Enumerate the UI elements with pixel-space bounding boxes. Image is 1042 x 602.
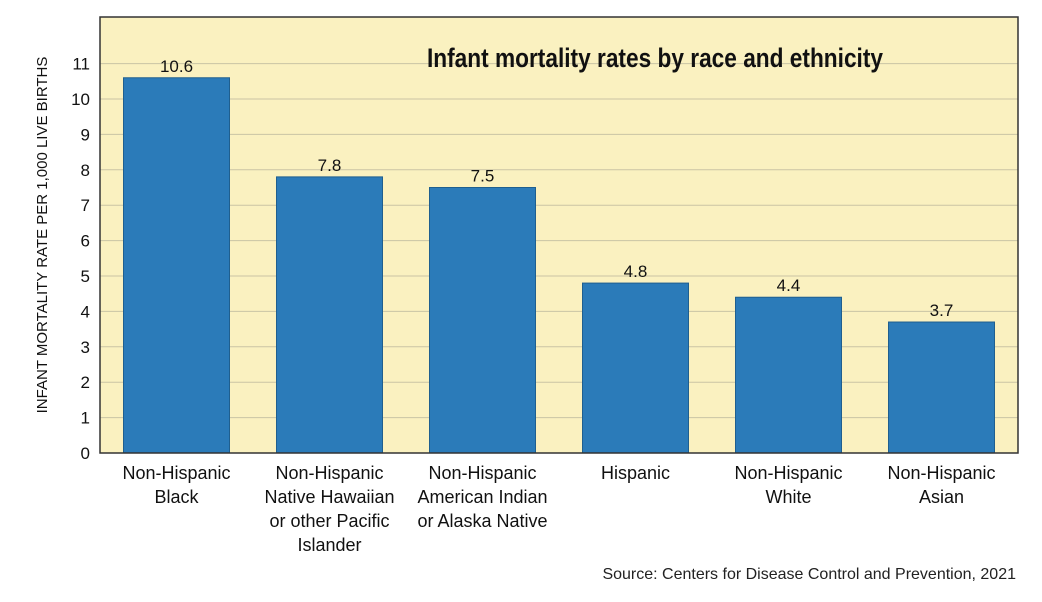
plot-background [100,17,1018,453]
y-tick-label: 11 [72,55,90,74]
data-label: 7.8 [318,156,342,175]
y-tick-labels: 0 1 2 3 4 5 6 7 8 9 10 11 [71,55,90,463]
y-tick-label: 6 [81,232,90,251]
x-tick-label: Asian [919,487,964,507]
bar [735,296,842,454]
data-label: 7.5 [471,167,495,186]
data-label: 4.4 [777,276,801,295]
source-note: Source: Centers for Disease Control and … [602,566,1016,583]
x-tick-labels: Non-Hispanic Black Non-Hispanic Native Hawa… [122,463,995,555]
grid-lines [100,63,1018,419]
data-label: 4.8 [624,262,648,281]
bar [276,176,383,454]
y-tick-label: 8 [81,161,90,180]
bars [123,77,995,454]
x-tick-label: Non-Hispanic [734,463,842,483]
x-tick-label: Non-Hispanic [887,463,995,483]
x-tick-label: or Alaska Native [417,511,547,531]
x-tick-label: Non-Hispanic [428,463,536,483]
x-tick-label: Islander [297,535,361,555]
x-tick-label: Hispanic [601,463,670,483]
data-label: 3.7 [930,301,954,320]
y-tick-label: 1 [81,409,90,428]
y-tick-label: 4 [81,302,90,321]
x-tick-label: White [765,487,811,507]
x-tick-label: American Indian [417,487,547,507]
y-tick-label: 7 [81,196,90,215]
x-tick-label: Native Hawaiian [264,487,394,507]
y-tick-label: 3 [81,338,90,357]
data-label: 10.6 [160,57,193,76]
y-tick-label: 2 [81,373,90,392]
data-labels: 10.6 7.8 7.5 4.8 4.4 3.7 [160,57,953,320]
y-tick-label: 0 [81,444,90,463]
y-tick-label: 5 [81,267,90,286]
x-tick-label: Non-Hispanic [275,463,383,483]
plot-frame [99,16,1019,454]
bar [123,77,230,454]
bar [888,321,995,454]
x-tick-label: or other Pacific [269,511,389,531]
y-tick-label: 10 [71,90,90,109]
x-tick-label: Black [154,487,199,507]
y-tick-label: 9 [81,125,90,144]
y-axis-label: INFANT MORTALITY RATE PER 1,000 LIVE BIR… [34,57,51,414]
chart-title: Infant mortality rates by race and ethni… [427,43,883,73]
bar [429,187,536,454]
x-tick-label: Non-Hispanic [122,463,230,483]
bar [582,282,689,454]
